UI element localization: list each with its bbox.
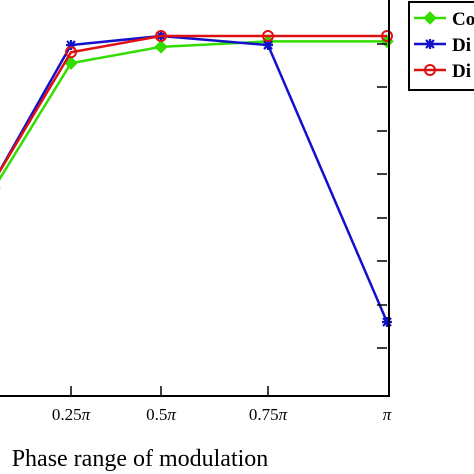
data-point-circle bbox=[155, 30, 167, 42]
data-point-diamond bbox=[423, 11, 437, 25]
legend-item: Co bbox=[414, 9, 474, 30]
data-point-diamond bbox=[154, 40, 168, 54]
legend-items: Co Di Di bbox=[414, 9, 474, 82]
x-tick-label: π bbox=[383, 405, 392, 424]
legend-box bbox=[408, 1, 474, 91]
series-circle bbox=[0, 30, 393, 174]
data-point-star bbox=[66, 40, 76, 51]
plot-frame bbox=[0, 0, 390, 397]
data-point-circle bbox=[262, 30, 274, 42]
data-point-star bbox=[263, 40, 273, 51]
data-point-star bbox=[382, 317, 392, 327]
data-point-circle bbox=[424, 64, 436, 76]
x-tick-label: 0.75π bbox=[249, 405, 288, 424]
legend-item: Di bbox=[414, 61, 471, 82]
x-tick-labels: 0.25π 0.5π 0.75π π bbox=[52, 405, 392, 424]
data-point-star bbox=[425, 39, 435, 49]
legend-label: Co bbox=[452, 9, 474, 30]
x-tick-label: 0.25π bbox=[52, 405, 91, 424]
x-tick-label: 0.5π bbox=[146, 405, 176, 424]
series-line bbox=[0, 34, 389, 323]
legend-label: Di bbox=[452, 35, 471, 56]
legend-label: Di bbox=[452, 61, 471, 82]
legend-item: Di bbox=[414, 35, 471, 56]
series-line bbox=[0, 34, 387, 174]
x-axis-label: Phase range of modulation bbox=[12, 446, 269, 472]
series-diamond bbox=[0, 34, 394, 189]
data-point-circle bbox=[65, 46, 77, 59]
axis-ticks bbox=[70, 43, 387, 396]
series-line bbox=[0, 40, 387, 181]
legend: Co Di Di bbox=[408, 1, 474, 91]
series-star bbox=[0, 31, 392, 327]
series-layer bbox=[0, 30, 394, 327]
data-point-circle bbox=[381, 30, 393, 42]
